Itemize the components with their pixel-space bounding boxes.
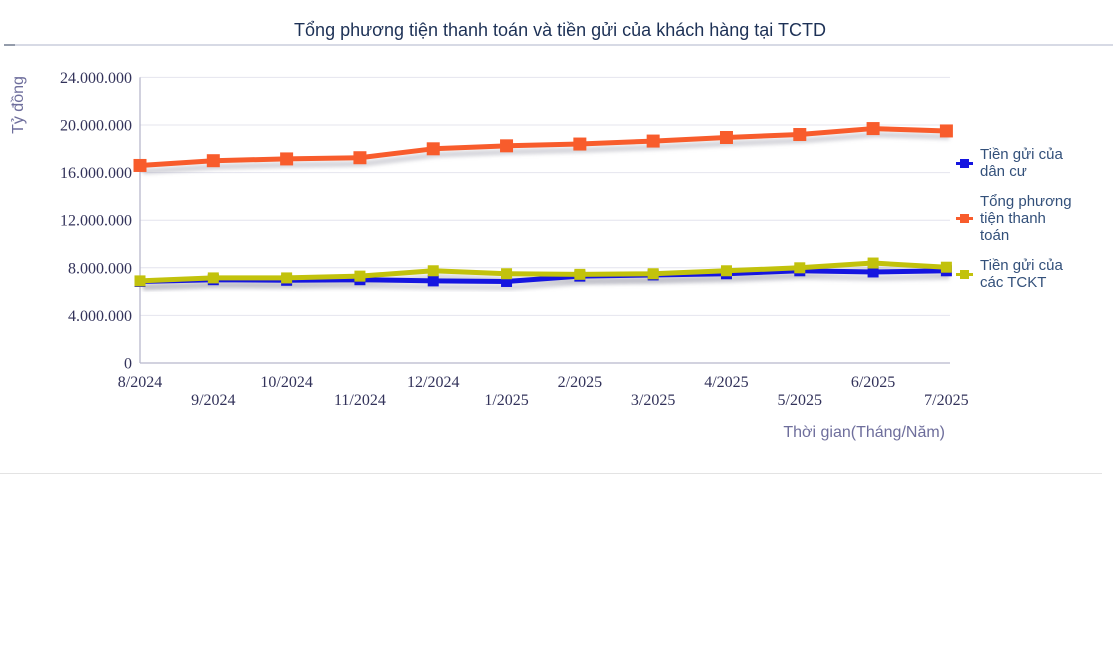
data-point[interactable]: [647, 268, 659, 280]
legend-marker-icon: [956, 158, 973, 168]
title-divider: [4, 44, 1113, 46]
data-point[interactable]: [280, 152, 294, 166]
data-point[interactable]: [794, 262, 806, 274]
x-tick-label: 10/2024: [260, 374, 312, 391]
line-chart-plot[interactable]: 0 4.000.000 8.000.000 12.000.000 16.000.000 2…: [0, 0, 1120, 460]
data-point[interactable]: [427, 265, 439, 277]
data-point[interactable]: [133, 158, 147, 172]
data-point[interactable]: [206, 154, 220, 168]
data-point[interactable]: [281, 272, 293, 284]
data-point[interactable]: [866, 122, 880, 136]
y-tick-label: 4.000.000: [68, 308, 132, 325]
legend-marker-icon: [956, 269, 973, 279]
y-axis-title: Tỷ đồng: [10, 76, 27, 134]
data-point[interactable]: [720, 265, 732, 277]
data-point[interactable]: [500, 139, 514, 153]
data-point[interactable]: [867, 266, 879, 278]
data-point[interactable]: [574, 268, 586, 280]
legend-label: Tổng phương tiện thanh toán: [980, 193, 1072, 244]
data-point[interactable]: [646, 134, 660, 148]
series-line-2: [139, 260, 947, 284]
legend-marker-icon: [956, 214, 973, 223]
data-point[interactable]: [939, 124, 953, 138]
chart-title: Tổng phương tiện thanh toán và tiền gửi …: [294, 20, 826, 40]
x-tick-label: 5/2025: [778, 392, 822, 409]
legend-item-0[interactable]: Tiền gửi của dân cư: [956, 146, 1106, 180]
data-point[interactable]: [207, 272, 219, 284]
legend-label: Tiền gửi của các TCKT: [980, 257, 1063, 291]
data-point[interactable]: [573, 137, 587, 151]
x-tick-label: 7/2025: [924, 392, 968, 409]
data-point[interactable]: [353, 151, 367, 165]
data-point[interactable]: [426, 142, 440, 156]
series-line-1: [139, 126, 947, 168]
data-point[interactable]: [719, 130, 733, 144]
x-axis-title: Thời gian(Tháng/Năm): [783, 424, 945, 441]
x-tick-label: 12/2024: [407, 374, 459, 391]
data-point[interactable]: [867, 257, 879, 269]
section-divider: [0, 473, 1102, 474]
x-tick-label: 2/2025: [558, 374, 602, 391]
data-point[interactable]: [940, 261, 952, 273]
y-tick-label: 20.000.000: [60, 118, 132, 135]
x-tick-label: 9/2024: [191, 392, 235, 409]
x-tick-label: 11/2024: [334, 392, 386, 409]
x-tick-label: 6/2025: [851, 374, 895, 391]
data-point[interactable]: [427, 275, 439, 287]
chart-legend: Tiền gửi của dân cư Tổng phương tiện than…: [956, 146, 1106, 291]
legend-item-2[interactable]: Tiền gửi của các TCKT: [956, 257, 1106, 291]
data-point[interactable]: [501, 268, 513, 280]
data-point[interactable]: [354, 270, 366, 282]
y-tick-label: 24.000.000: [60, 70, 132, 87]
data-point[interactable]: [134, 275, 146, 287]
legend-item-1[interactable]: Tổng phương tiện thanh toán: [956, 193, 1106, 244]
x-tick-label: 4/2025: [704, 374, 748, 391]
x-tick-label: 8/2024: [118, 374, 162, 391]
x-tick-label: 1/2025: [484, 392, 528, 409]
series-shadow: [142, 131, 950, 175]
data-point[interactable]: [793, 128, 807, 142]
title-divider-cap: [4, 44, 15, 46]
y-tick-label: 8.000.000: [68, 260, 132, 277]
x-tick-label: 3/2025: [631, 392, 675, 409]
y-tick-label: 16.000.000: [60, 165, 132, 182]
y-tick-label: 0: [124, 356, 132, 373]
y-tick-label: 12.000.000: [60, 213, 132, 230]
legend-label: Tiền gửi của dân cư: [980, 146, 1063, 180]
data-point[interactable]: [501, 275, 513, 287]
